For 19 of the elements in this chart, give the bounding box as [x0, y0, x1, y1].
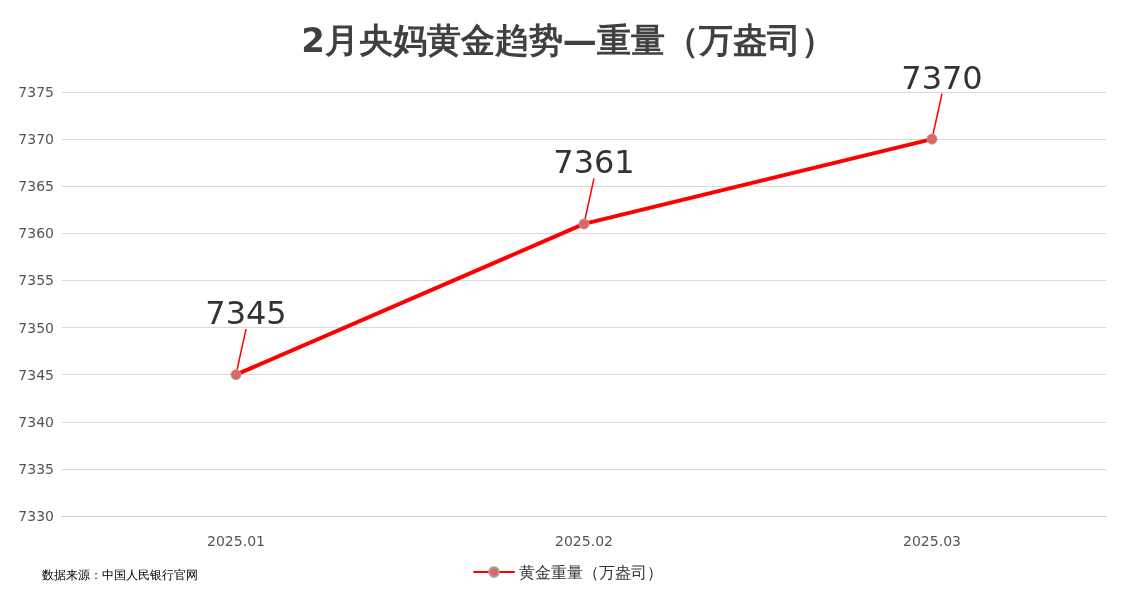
x-tick-label: 2025.02 — [555, 533, 613, 549]
y-tick-label: 7345 — [18, 366, 54, 383]
x-tick-label: 2025.03 — [903, 533, 961, 549]
data-label: 7370 — [901, 58, 983, 97]
y-tick-label: 7365 — [18, 178, 54, 195]
y-tick-label: 7360 — [18, 225, 54, 242]
y-tick-label: 7330 — [18, 508, 54, 524]
y-tick-label: 7350 — [18, 319, 54, 336]
y-tick-label: 7355 — [18, 272, 54, 289]
x-tick-label: 2025.01 — [207, 533, 265, 549]
chart-title: 2月央妈黄金趋势—重量（万盎司） — [301, 20, 835, 60]
source-note: 数据来源：中国人民银行官网 — [42, 568, 198, 582]
y-tick-label: 7340 — [18, 413, 54, 430]
y-tick-label: 7370 — [18, 131, 54, 148]
legend-label: 黄金重量（万盎司） — [519, 562, 663, 582]
y-tick-label: 7335 — [18, 460, 54, 477]
data-label: 7345 — [205, 294, 287, 333]
data-label: 7361 — [553, 143, 635, 182]
y-tick-label: 7375 — [18, 84, 54, 100]
